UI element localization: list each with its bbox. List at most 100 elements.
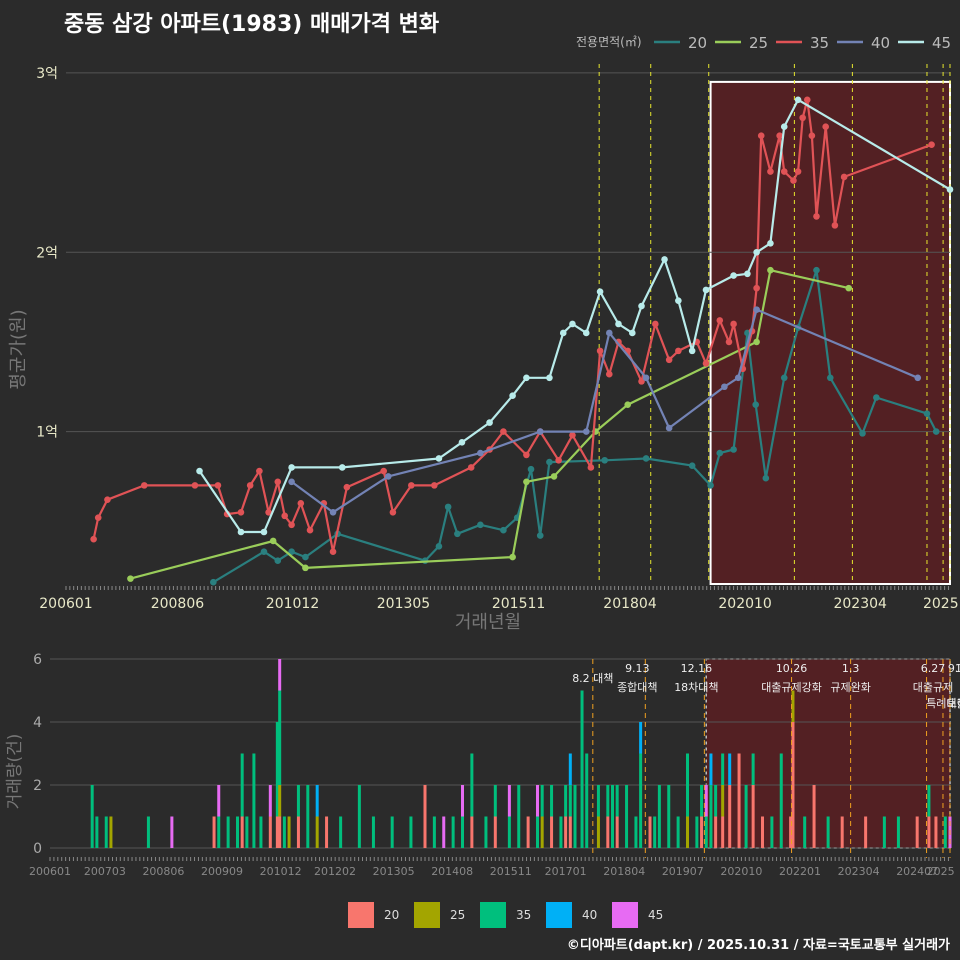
legend-label-40: 40	[871, 34, 890, 52]
data-point-35	[288, 521, 295, 529]
policy-name: 18차대책	[674, 681, 718, 694]
volume-bar-35	[95, 816, 99, 848]
data-point-45	[546, 374, 553, 382]
volume-bar-35	[371, 816, 375, 848]
data-point-35	[753, 284, 760, 292]
bar-legend-swatch-45	[612, 902, 638, 928]
data-point-20	[859, 430, 866, 437]
bar-legend-item-35: 35	[480, 902, 531, 928]
data-point-35	[191, 482, 199, 489]
x-tick-label: 200601	[39, 596, 92, 612]
bar-x-tick-label: 202201	[779, 865, 821, 878]
data-point-20	[923, 410, 931, 417]
legend-label-35: 35	[810, 34, 829, 52]
volume-bar-20	[493, 816, 497, 848]
data-point-35	[831, 222, 839, 229]
bar-x-tick-label: 200601	[29, 865, 71, 878]
volume-bar-45	[461, 785, 464, 817]
volume-bar-35	[695, 816, 699, 848]
data-point-35	[808, 132, 816, 139]
volume-bar-20	[789, 816, 793, 848]
volume-bar-35	[306, 785, 310, 848]
volume-bar-45	[217, 785, 221, 817]
bar-legend-label-40: 40	[582, 908, 598, 922]
bar-legend-label-45: 45	[648, 908, 664, 922]
data-point-40	[734, 374, 742, 382]
volume-bar-35	[240, 753, 244, 817]
volume-bar-20	[275, 816, 279, 848]
volume-bar-35	[704, 816, 708, 848]
data-point-40	[384, 473, 392, 480]
bar-x-tick-label: 202304	[838, 865, 880, 878]
policy-name: 대출규제	[913, 681, 953, 694]
data-point-35	[569, 431, 576, 439]
bar-x-tick-label: 202407	[896, 865, 938, 878]
volume-bar-20	[737, 753, 741, 848]
bar-legend-swatch-25	[414, 902, 440, 928]
data-point-25	[509, 553, 516, 561]
volume-bar-20	[648, 816, 652, 848]
data-point-20	[288, 548, 295, 556]
volume-bar-20	[470, 816, 474, 848]
bar-x-tick-label: 201701	[545, 865, 587, 878]
data-point-20	[435, 543, 443, 550]
data-point-35	[408, 482, 415, 489]
bar-x-tick-label: 202010	[720, 865, 762, 878]
volume-bar-35	[296, 785, 300, 817]
data-point-45	[638, 302, 645, 310]
volume-bar-20	[278, 816, 282, 848]
volume-bar-20	[812, 785, 816, 848]
data-point-35	[757, 132, 765, 139]
credit-text: ©디아파트(dapt.kr) / 2025.10.31 / 자료=국토교통부 실…	[566, 938, 950, 953]
data-point-20	[601, 456, 608, 464]
data-point-20	[752, 401, 760, 408]
data-point-40	[605, 329, 613, 337]
volume-bar-25	[791, 690, 795, 722]
data-point-35	[104, 496, 111, 504]
data-point-45	[744, 270, 751, 278]
volume-bar-35	[585, 753, 589, 848]
x-tick-label: 201305	[377, 596, 430, 612]
volume-bar-35	[779, 753, 783, 848]
data-point-35	[716, 317, 724, 324]
data-point-45	[702, 286, 710, 294]
volume-bar-45	[278, 659, 282, 691]
data-point-45	[288, 464, 295, 471]
bar-legend: 20 25 35 40 45	[0, 898, 960, 932]
data-point-20	[932, 428, 940, 435]
volume-bar-35	[236, 816, 239, 848]
data-point-40	[665, 424, 673, 432]
data-point-45	[509, 392, 516, 400]
data-point-35	[90, 535, 97, 543]
volume-bar-35	[217, 816, 221, 848]
volume-bar-20	[721, 816, 725, 848]
policy-date: 1.3	[842, 662, 860, 675]
bar-legend-label-20: 20	[384, 908, 400, 922]
data-point-35	[803, 96, 811, 104]
volume-bar-35	[943, 816, 947, 848]
bar-y-axis-label: 거래량(건)	[5, 734, 25, 810]
data-point-20	[707, 482, 714, 489]
volume-bar-35	[536, 816, 539, 848]
data-point-35	[265, 508, 272, 516]
volume-bar-35	[744, 785, 748, 848]
data-point-35	[467, 464, 475, 471]
data-point-35	[500, 428, 507, 435]
bar-legend-swatch-20	[348, 902, 374, 928]
volume-bar-35	[751, 753, 755, 785]
policy-name: 8.2 대책	[572, 672, 613, 685]
data-point-35	[638, 378, 645, 385]
bar-legend-swatch-35	[480, 902, 506, 928]
volume-bar-20	[791, 722, 795, 848]
volume-bar-25	[315, 816, 319, 848]
volume-bar-20	[423, 785, 427, 848]
legend-label-20: 20	[688, 34, 707, 52]
data-point-25	[767, 266, 774, 274]
bar-y-tick-label: 0	[33, 841, 42, 857]
data-point-20	[477, 521, 484, 529]
volume-bar-45	[704, 785, 708, 817]
volume-bar-35	[432, 816, 436, 848]
x-tick-label: 201511	[492, 596, 545, 612]
data-point-40	[536, 428, 544, 435]
